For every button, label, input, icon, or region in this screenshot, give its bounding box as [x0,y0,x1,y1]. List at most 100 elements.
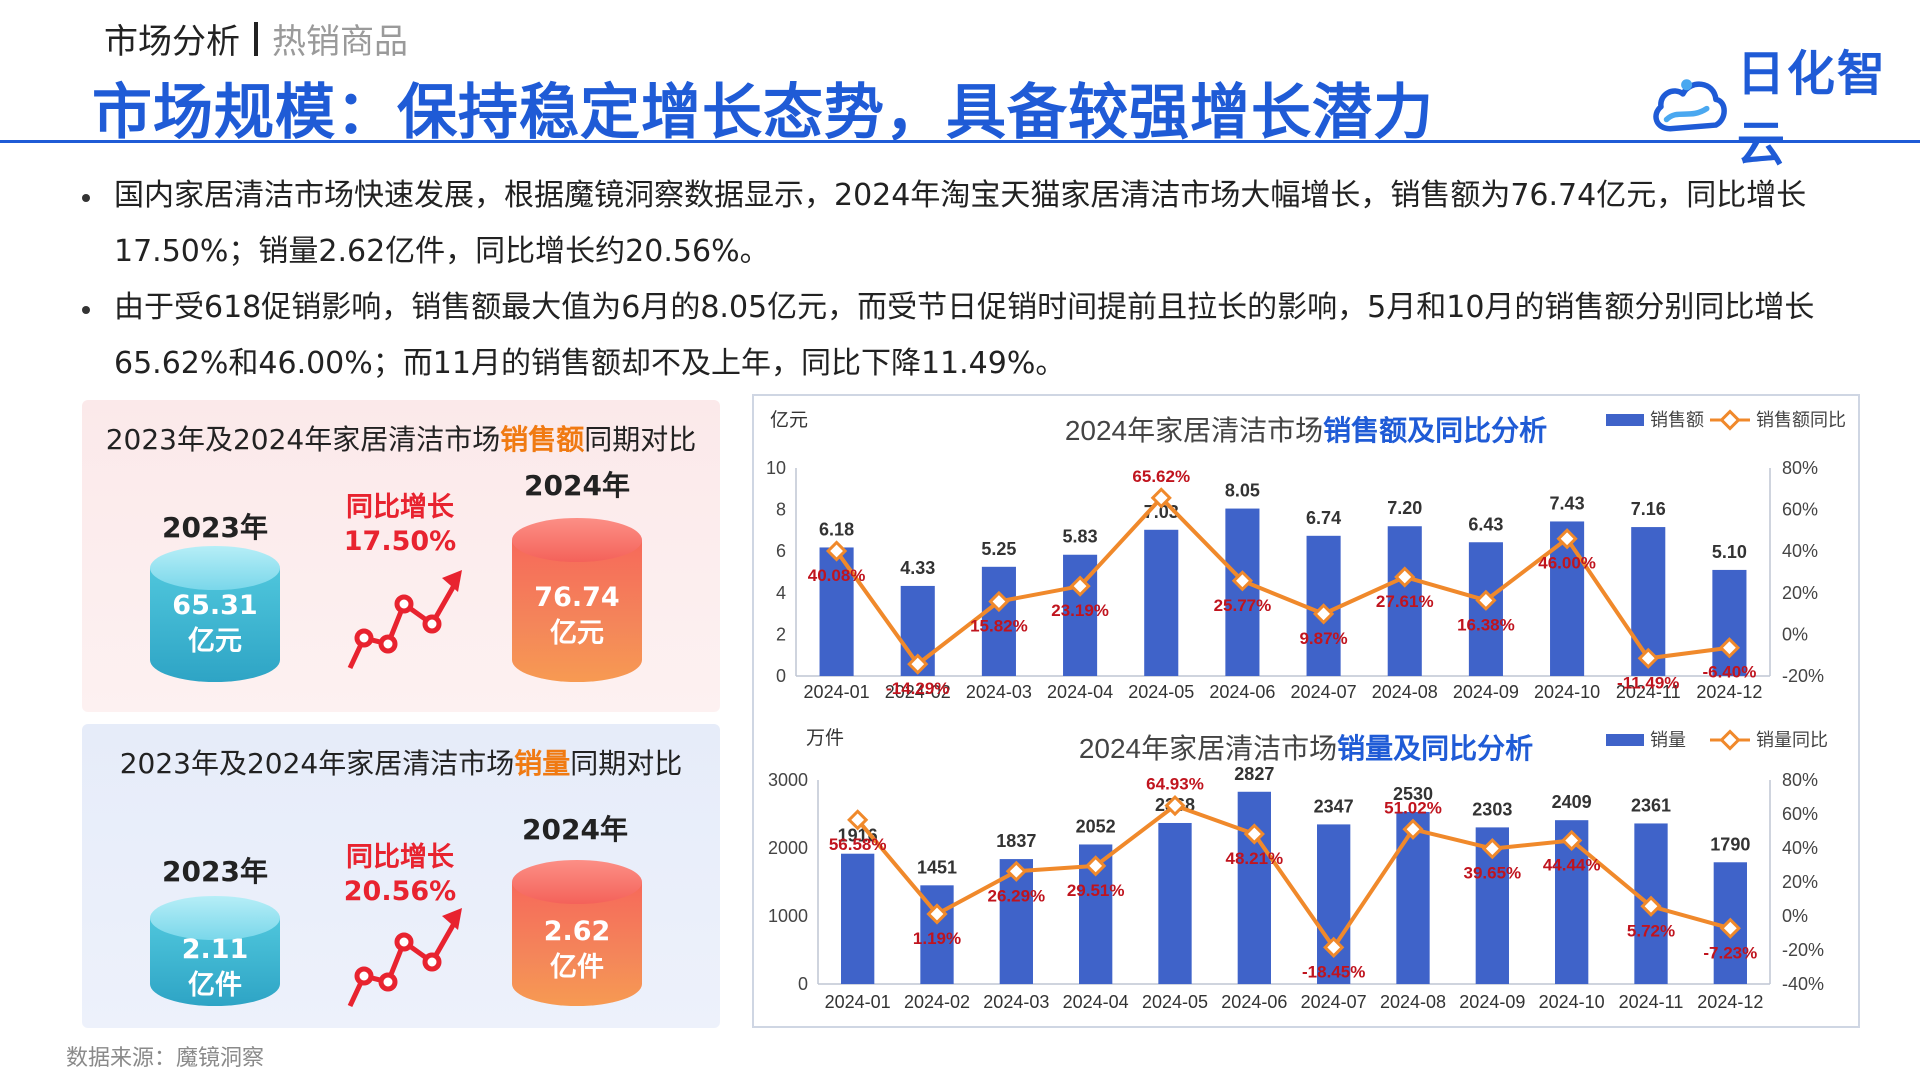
y2-tick-label: 0% [1782,906,1808,926]
y-axis-unit: 亿元 [770,409,808,431]
bar-value-label: 2347 [1314,796,1354,816]
yoy-value-label: -7.23% [1703,943,1757,962]
panel-title-pre: 2023年及2024年家居清洁市场 [105,423,501,456]
bar-value-label: 5.25 [981,539,1016,559]
breadcrumb: 市场分析 热销商品 [104,14,408,63]
x-tick-label: 2024-05 [1142,992,1208,1012]
bar-value-label: 7.20 [1387,498,1422,518]
x-tick-label: 2024-08 [1380,992,1446,1012]
yoy-value-label: 25.77% [1214,596,1272,615]
x-tick-label: 2024-11 [1619,992,1684,1012]
trend-up-icon [347,908,462,1008]
x-tick-label: 2024-07 [1301,992,1367,1012]
yoy-line [856,803,1731,950]
yoy-point [988,590,1010,613]
bar-value-label: 1451 [917,857,957,877]
bar-value-label: 2530 [1393,784,1433,804]
bar-value-label: 5.83 [1063,527,1098,547]
bar-value-label: 2303 [1472,799,1512,819]
bullet-dot [82,168,92,280]
bar-value-label: 6.74 [1306,508,1341,528]
x-tick-label: 2024-08 [1372,682,1438,702]
yoy-value-label: 40.08% [808,566,866,585]
yoy-point [1312,603,1335,625]
bar-value-label: 1837 [996,831,1036,851]
y2-tick-label: 80% [1782,458,1818,478]
yoy-point [1150,487,1172,509]
cylinder-2023: 65.31 亿元 [150,546,280,682]
x-tick-label: 2024-12 [1697,992,1763,1012]
cylinder-2024: 76.74 亿元 [512,518,642,682]
yoy-value-label: 15.82% [970,616,1028,635]
y2-tick-label: -40% [1782,974,1824,994]
growth-value: 17.50% [343,526,457,557]
panel-title: 2023年及2024年家居清洁市场销量同期对比 [82,742,720,782]
yoy-point [1394,566,1416,588]
y2-tick-label: 60% [1782,500,1818,520]
x-tick-label: 2024-03 [966,682,1032,702]
yoy-point [1243,823,1265,845]
bar [981,566,1016,676]
yoy-point [1323,936,1345,958]
yoy-value-label: 65.62% [1132,467,1190,486]
unit-2023: 亿元 [188,626,242,657]
growth-label: 同比增长 [346,492,454,523]
yoy-point [1561,829,1583,852]
yoy-value-label: -11.49% [1617,673,1679,692]
year-2023-label: 2023年 [162,511,268,544]
bullet-item: 国内家居清洁市场快速发展，根据魔镜洞察数据显示，2024年淘宝天猫家居清洁市场大… [82,168,1842,280]
x-tick-label: 2024-09 [1453,682,1519,702]
y-tick-label: 0 [776,666,786,686]
bar [1158,822,1192,984]
breadcrumb-main[interactable]: 市场分析 [104,22,240,62]
header-divider [0,140,1920,143]
x-tick-label: 2024-12 [1696,682,1762,702]
legend-bar-label: 销售额 [1650,410,1704,430]
y-tick-label: 4 [776,583,786,603]
yoy-point [1640,895,1662,917]
bar [1396,811,1430,984]
bar-value-label: 8.05 [1225,481,1260,501]
bar-value-label: 2827 [1234,764,1274,784]
x-tick-label: 2024-03 [983,992,1049,1012]
yoy-value-label: 29.51% [1067,881,1125,900]
x-tick-label: 2024-04 [1047,682,1113,702]
bar [1237,791,1271,984]
yoy-point [1005,860,1027,882]
yoy-point [1402,818,1424,840]
yoy-value-label: -18.45% [1302,962,1365,981]
yoy-point [847,809,869,831]
y-tick-label: 1000 [768,906,808,926]
logo-text: 日化智云 [1736,46,1887,172]
yoy-point [1481,837,1503,860]
yoy-point [1231,570,1254,592]
bar-value-label: 5.10 [1712,542,1747,562]
y-tick-label: 6 [776,541,786,561]
yoy-value-label: 27.61% [1376,592,1434,611]
x-tick-label: 2024-01 [804,682,870,702]
combo-charts: 2024年家居清洁市场销售额及同比分析 亿元 销售额 销售额同比 0 2 4 6 8 10 -20%… [766,409,1846,1012]
bar [1225,508,1260,676]
yoy-point [825,540,848,562]
bar [1317,824,1351,984]
yoy-point [1719,917,1741,939]
bar-value-label: 2409 [1552,792,1592,812]
x-tick-label: 2024-01 [825,992,891,1012]
breadcrumb-sub[interactable]: 热销商品 [272,22,408,62]
legend-line-label: 销量同比 [1756,730,1828,750]
y2-tick-label: 0% [1782,624,1808,644]
x-tick-label: 2024-05 [1128,682,1194,702]
legend-line-label: 销售额同比 [1756,410,1846,430]
growth-label: 同比增长 [346,842,454,873]
bar-value-label: 2361 [1631,795,1671,815]
yoy-point [1556,528,1578,550]
yoy-point [1718,637,1741,659]
unit-2024: 亿件 [550,952,604,983]
panel-title-post: 同期对比 [584,423,697,456]
bar-value-label: 2052 [1076,816,1116,836]
legend-bar-label: 销量 [1650,730,1686,750]
bar [1712,569,1747,676]
y-tick-label: 3000 [768,770,808,790]
cloud-logo-icon [1653,79,1727,132]
y-tick-label: 2 [776,624,786,644]
